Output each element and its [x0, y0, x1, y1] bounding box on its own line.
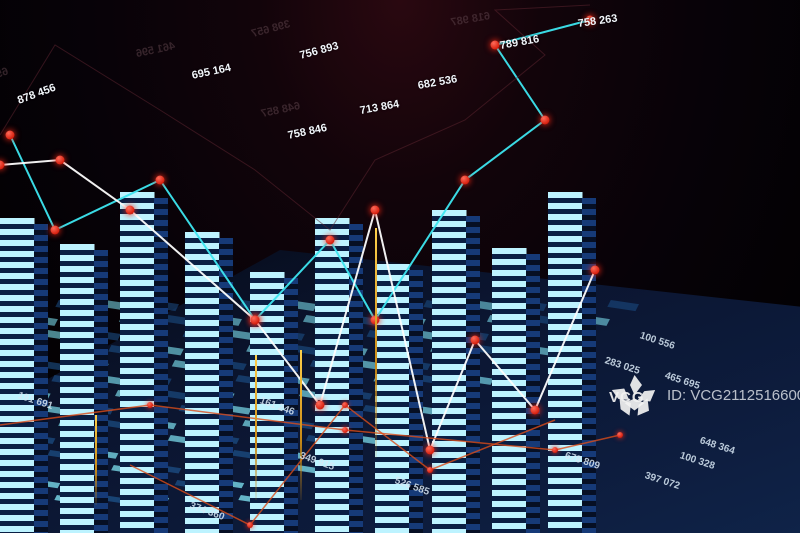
floor-reflection-dot-2[interactable]	[552, 447, 558, 453]
bar-side-face-8	[526, 254, 540, 533]
floor-reflection-dot-1[interactable]	[342, 427, 348, 433]
bar-front-face-2	[120, 192, 155, 533]
bar-front-face-0	[0, 218, 35, 533]
bar-7	[432, 210, 480, 533]
data-point-dot-7[interactable]	[541, 116, 550, 125]
data-point-dot-0[interactable]	[6, 131, 15, 140]
data-point-dot-16[interactable]	[426, 446, 435, 455]
bar-front-face-6	[375, 264, 410, 533]
floor-reflection-dot-0[interactable]	[147, 402, 153, 408]
guide-line-3	[95, 415, 97, 505]
data-point-dot-14[interactable]	[316, 401, 325, 410]
bar-front-face-5	[315, 218, 350, 533]
bar-front-face-3	[185, 232, 220, 533]
bar-front-face-7	[432, 210, 467, 533]
data-point-dot-11[interactable]	[56, 156, 65, 165]
data-point-dot-8[interactable]	[491, 41, 500, 50]
bar-side-face-2	[154, 198, 168, 533]
data-point-dot-6[interactable]	[461, 176, 470, 185]
watermark-logo: VCG ID: VCG211251660031	[613, 375, 800, 415]
bar-side-face-3	[219, 238, 233, 533]
bar-side-face-0	[34, 224, 48, 533]
data-point-dot-19[interactable]	[591, 266, 600, 275]
bar-side-face-7	[466, 216, 480, 533]
bar-side-face-9	[582, 198, 596, 533]
bar-0	[0, 218, 48, 533]
data-point-dot-4[interactable]	[326, 236, 335, 245]
floor-reflection-dot-5[interactable]	[427, 467, 433, 473]
chart-scene: 878 456654 878695 164461 596758 846648 8…	[0, 0, 800, 533]
data-point-dot-12[interactable]	[126, 206, 135, 215]
floor-reflection-dot-3[interactable]	[617, 432, 623, 438]
guide-line-2	[255, 355, 257, 500]
floor-reflection-dot-6[interactable]	[342, 402, 348, 408]
vcg-id-text: ID: VCG211251660031	[667, 387, 800, 404]
vcg-pinwheel-icon: VCG	[613, 375, 657, 415]
bar-front-face-8	[492, 248, 527, 533]
bar-9	[548, 192, 596, 533]
data-point-dot-18[interactable]	[531, 406, 540, 415]
data-point-dot-13[interactable]	[251, 316, 260, 325]
bar-2	[120, 192, 168, 533]
bar-front-face-1	[60, 244, 95, 533]
floor-reflection-dot-4[interactable]	[247, 522, 253, 528]
bar-1	[60, 244, 108, 533]
bar-front-face-9	[548, 192, 583, 533]
guide-line-0	[375, 228, 377, 458]
guide-line-1	[300, 350, 302, 500]
vcg-logo-text: VCG	[609, 389, 645, 406]
data-point-dot-1[interactable]	[51, 226, 60, 235]
data-point-dot-2[interactable]	[156, 176, 165, 185]
data-point-dot-15[interactable]	[371, 206, 380, 215]
bar-side-face-5	[349, 224, 363, 533]
bar-5	[315, 218, 363, 533]
bar-8	[492, 248, 540, 533]
data-point-dot-17[interactable]	[471, 336, 480, 345]
bar-3	[185, 232, 233, 533]
